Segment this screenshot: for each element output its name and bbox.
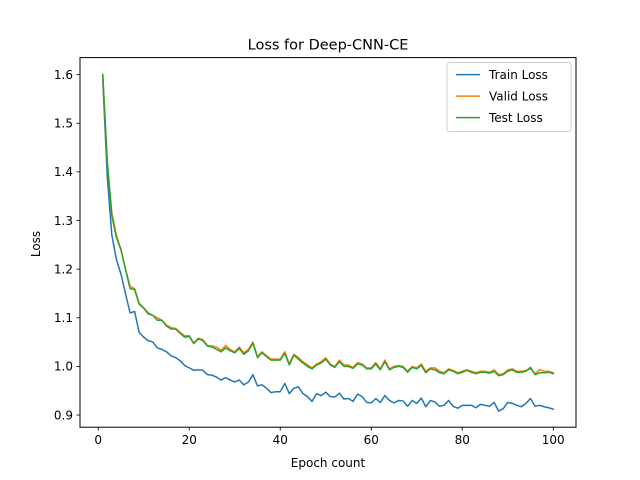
- plot-frame: [79, 57, 577, 428]
- y-tick-label: 1.3: [54, 214, 73, 228]
- y-tick-label: 1.2: [54, 262, 73, 276]
- legend: Train Loss Valid Loss Test Loss: [446, 62, 572, 133]
- x-tick-label: 60: [364, 433, 379, 447]
- x-axis-label: Epoch count: [291, 456, 366, 470]
- chart-title: Loss for Deep-CNN-CE: [248, 38, 409, 54]
- legend-label-train-loss: Train Loss: [488, 68, 548, 82]
- y-tick-label: 1.5: [54, 117, 73, 131]
- plot-area: [101, 73, 555, 412]
- x-tick-label: 80: [455, 433, 470, 447]
- x-tick-label: 100: [542, 433, 565, 447]
- y-axis-label: Loss: [29, 231, 43, 257]
- y-axis: 0.9 1.0 1.1 1.2 1.3 1.4 1.5 1.6: [54, 68, 80, 422]
- y-tick-label: 1.1: [54, 311, 73, 325]
- series-line-test-loss: [101, 73, 555, 377]
- x-tick-label: 20: [182, 433, 197, 447]
- y-tick-label: 1.0: [54, 360, 73, 374]
- y-tick-label: 1.6: [54, 68, 73, 82]
- legend-label-test-loss: Test Loss: [488, 111, 543, 125]
- x-axis: 0 20 40 60 80 100: [94, 427, 565, 447]
- y-tick-label: 1.4: [54, 165, 73, 179]
- x-tick-label: 40: [273, 433, 288, 447]
- series-line-train-loss: [101, 78, 555, 412]
- x-tick-label: 0: [94, 433, 102, 447]
- legend-box: [446, 62, 572, 133]
- y-tick-label: 0.9: [54, 408, 73, 422]
- legend-label-valid-loss: Valid Loss: [489, 89, 548, 103]
